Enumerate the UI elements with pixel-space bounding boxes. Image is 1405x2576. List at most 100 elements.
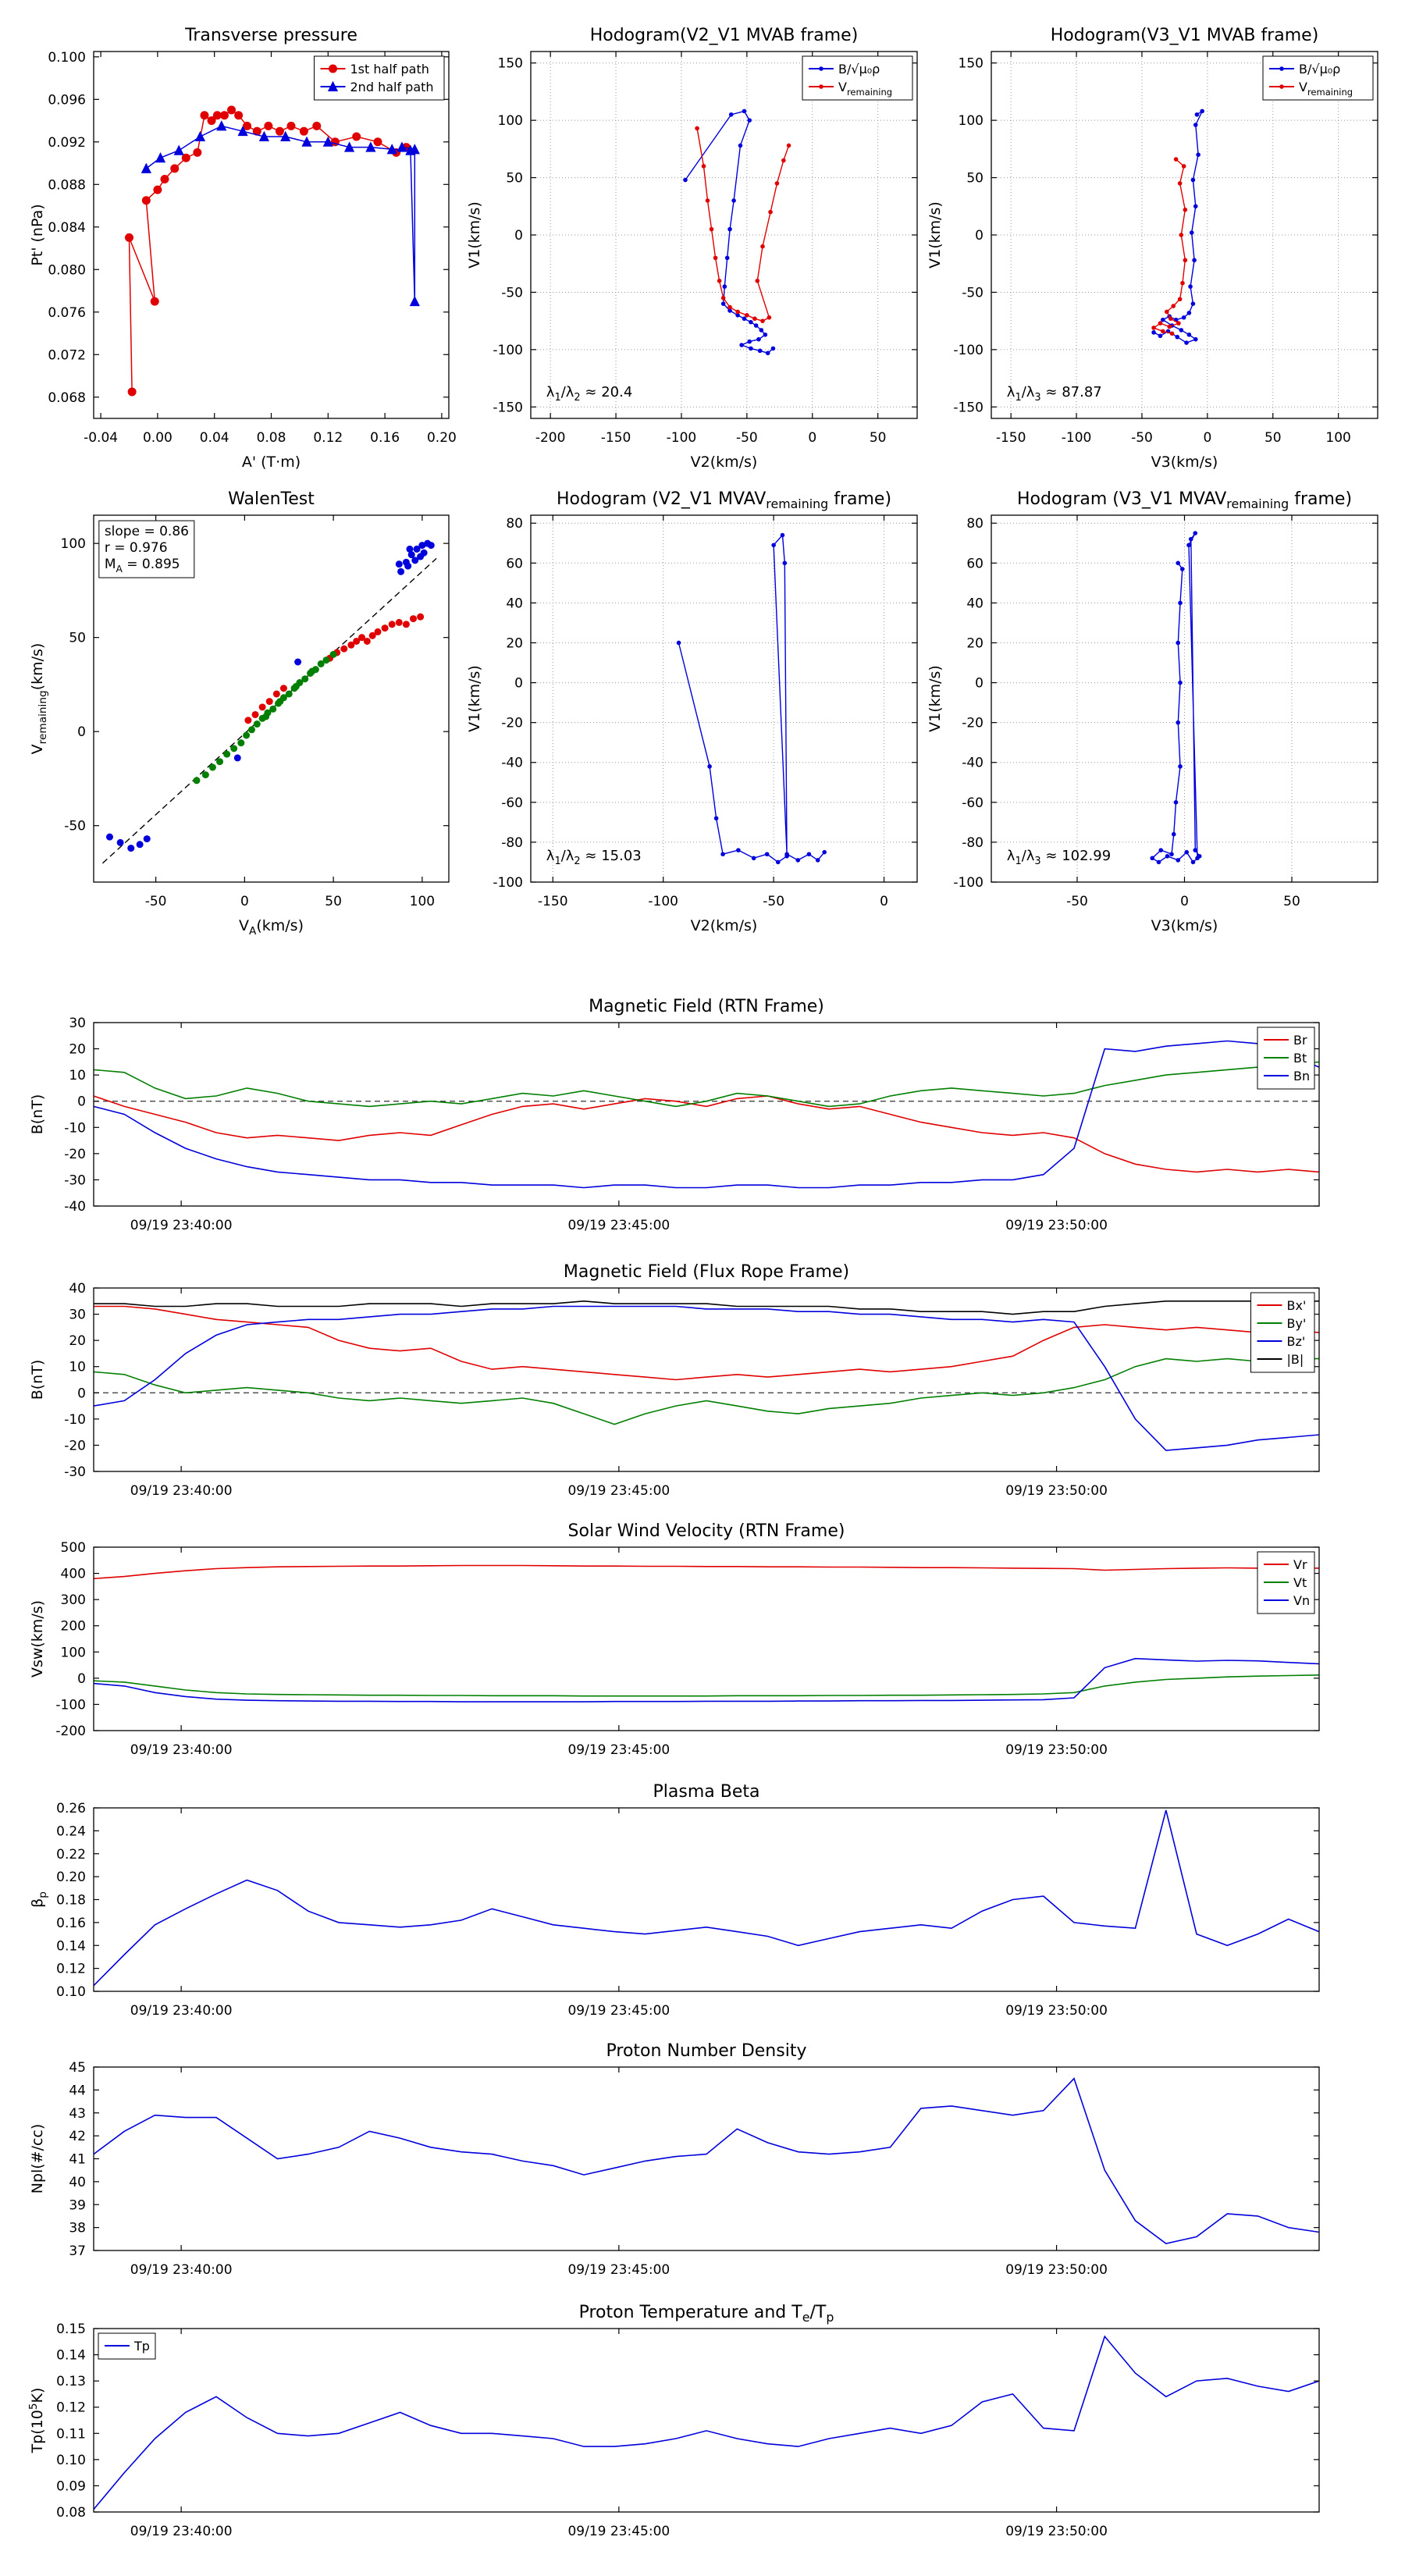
x-tick-label: -200 [535, 430, 566, 446]
x-tick-label: 50 [325, 894, 342, 909]
markers-2nd half path [140, 120, 420, 307]
ticks [94, 1546, 1319, 1731]
x-tick-label: 50 [1264, 430, 1282, 446]
x-tick-label: 0 [880, 894, 888, 909]
y-tick-label: 45 [69, 2060, 86, 2076]
y-tick-label: -50 [501, 285, 523, 301]
y-axis-label: V1(km/s) [466, 665, 483, 732]
y-axis-label: V1(km/s) [927, 665, 944, 732]
legend-box [314, 55, 445, 101]
x-tick-label: 09/19 23:50:00 [1005, 2003, 1108, 2019]
legend: Vr Vt Vn [1257, 1551, 1315, 1614]
y-tick-label: 0.076 [48, 305, 86, 321]
markers-1st half path [125, 105, 411, 397]
x-axis-label: VA(km/s) [239, 917, 304, 938]
chart-title: Solar Wind Velocity (RTN Frame) [568, 1521, 845, 1541]
x-tick-label: 09/19 23:45:00 [567, 2003, 670, 2019]
y-tick-label: 20 [506, 635, 523, 651]
y-tick-label: 10 [69, 1068, 86, 1083]
y-tick-label: 0.068 [48, 390, 86, 406]
y-tick-label: -20 [501, 716, 523, 731]
y-tick-label: 80 [506, 516, 523, 532]
ticks [531, 515, 917, 883]
x-tick-label: -50 [1066, 894, 1088, 909]
chart-plasma-beta: 09/19 23:40:00 09/19 23:45:00 09/19 23:50:… [29, 1782, 1320, 2019]
markers-V-path [676, 532, 827, 865]
y-tick-label: -20 [64, 1147, 86, 1162]
y-tick-label: 20 [69, 1333, 86, 1349]
y-tick-label: 0.100 [48, 50, 86, 66]
y-tick-label: -100 [953, 343, 984, 358]
axes-background [94, 1808, 1319, 1991]
x-tick-label: -50 [736, 430, 758, 446]
y-tick-label: 0.11 [56, 2426, 86, 2442]
x-tick-label: 100 [410, 894, 435, 909]
y-axis-label: βp [29, 1891, 49, 1908]
x-tick-label: 09/19 23:45:00 [567, 1742, 670, 1758]
x-tick-label: 0.08 [257, 430, 286, 446]
y-tick-label: 0 [77, 1386, 86, 1401]
y-tick-label: 0.12 [56, 2400, 86, 2416]
series-Br [94, 1095, 1319, 1173]
legend-label: 1st half path [350, 62, 429, 76]
series-Bx' [94, 1305, 1319, 1381]
x-tick-label: 09/19 23:45:00 [567, 2262, 670, 2278]
chart-mag-fluxrope: 09/19 23:40:00 09/19 23:45:00 09/19 23:50:… [29, 1262, 1320, 1499]
markers-points-blue [105, 539, 435, 852]
y-tick-label: -20 [64, 1438, 86, 1453]
chart-title: Hodogram(V2_V1 MVAB frame) [590, 26, 859, 45]
chart-proton-density: 09/19 23:40:00 09/19 23:45:00 09/19 23:50:… [29, 2041, 1320, 2278]
series-Bz' [94, 1305, 1319, 1451]
ticks [94, 52, 449, 418]
y-tick-label: 20 [966, 635, 984, 651]
y-tick-label: -40 [501, 756, 523, 771]
series-layer [676, 532, 827, 865]
legend-label: 2nd half path [350, 80, 434, 94]
y-tick-label: -60 [962, 795, 984, 811]
chart-title: Transverse pressure [184, 26, 357, 45]
chart-title: Magnetic Field (RTN Frame) [589, 997, 824, 1016]
x-axis-label: V2(km/s) [691, 917, 758, 934]
annotation-line: MA = 0.895 [105, 557, 180, 575]
chart-proton-temp: 09/19 23:40:00 09/19 23:45:00 09/19 23:50:… [27, 2303, 1320, 2539]
annotation-line: slope = 0.86 [105, 524, 189, 539]
annotation-box [98, 520, 195, 578]
x-tick-label: 09/19 23:40:00 [130, 1218, 233, 1233]
y-tick-label: -40 [962, 756, 984, 771]
series-By' [94, 1357, 1319, 1425]
axes-background [94, 2329, 1319, 2512]
x-tick-label: -150 [538, 894, 568, 909]
ticks [94, 2328, 1319, 2513]
y-axis-label: B(nT) [29, 1094, 46, 1135]
y-tick-label: -10 [64, 1412, 86, 1428]
chart-hodogram-v2v1-mvav: -150 -100 -50 0 -100 -80 -60 -40 -20 0 20 40 60 80 Hod… [466, 489, 918, 934]
axes-background [94, 1288, 1319, 1471]
series-layer [1151, 109, 1204, 345]
y-axis-label: Npl(#/cc) [29, 2124, 46, 2194]
x-tick-label: 09/19 23:45:00 [567, 1218, 670, 1233]
y-tick-label: -40 [64, 1199, 86, 1215]
series-Npl [94, 2077, 1319, 2245]
annotation-text: λ1/λ3 ≈ 102.99 [1007, 848, 1111, 867]
x-tick-label: 09/19 23:40:00 [130, 2524, 233, 2539]
y-tick-label: 30 [69, 1016, 86, 1031]
y-tick-label: 0.24 [56, 1823, 86, 1839]
y-tick-label: 100 [959, 113, 984, 129]
x-tick-label: -0.04 [84, 430, 118, 446]
axes-background [94, 52, 449, 418]
legend-label: Vr [1293, 1557, 1307, 1572]
series-Bt [94, 1061, 1319, 1108]
axes-frame [93, 2328, 1320, 2513]
series-layer [125, 105, 420, 397]
x-tick-label: -50 [763, 894, 784, 909]
y-tick-label: 400 [61, 1567, 86, 1582]
y-tick-label: 40 [506, 596, 523, 611]
y-tick-label: 40 [69, 2175, 86, 2190]
x-tick-label: 09/19 23:45:00 [567, 1483, 670, 1499]
y-tick-label: -100 [493, 875, 523, 891]
series-layer [94, 1040, 1319, 1189]
series-layer [94, 1300, 1319, 1451]
y-tick-label: 0.092 [48, 135, 86, 151]
axes-frame [93, 514, 450, 883]
